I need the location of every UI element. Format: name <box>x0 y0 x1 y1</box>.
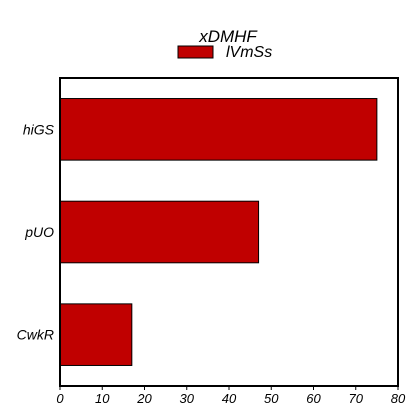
x-tick-label-80: 80 <box>391 391 406 406</box>
x-tick-label-0: 0 <box>56 391 64 406</box>
x-tick-label-10: 10 <box>95 391 110 406</box>
category-label-hiGS: hiGS <box>23 121 55 137</box>
x-tick-label-50: 50 <box>264 391 279 406</box>
category-label-CwkR: CwkR <box>17 327 54 343</box>
x-tick-label-60: 60 <box>306 391 321 406</box>
x-tick-label-40: 40 <box>222 391 237 406</box>
legend-label: lVmSs <box>226 44 272 61</box>
x-tick-label-30: 30 <box>180 391 195 406</box>
category-labels: hiGS pUO CwkR <box>17 121 55 342</box>
chart-title: xDMHF <box>198 27 258 46</box>
legend: lVmSs <box>177 44 272 61</box>
category-label-pUO: pUO <box>24 224 54 240</box>
x-tick-label-20: 20 <box>136 391 152 406</box>
bar-CwkR <box>59 303 133 366</box>
legend-swatch <box>177 45 214 59</box>
bar-hiGS <box>59 98 378 161</box>
plot-area-frame <box>59 77 399 387</box>
x-axis-ticks: 0 10 20 30 40 50 60 70 80 <box>56 386 406 406</box>
bar-pUO <box>59 200 260 264</box>
bars-group <box>59 98 378 366</box>
x-tick-label-70: 70 <box>349 391 364 406</box>
